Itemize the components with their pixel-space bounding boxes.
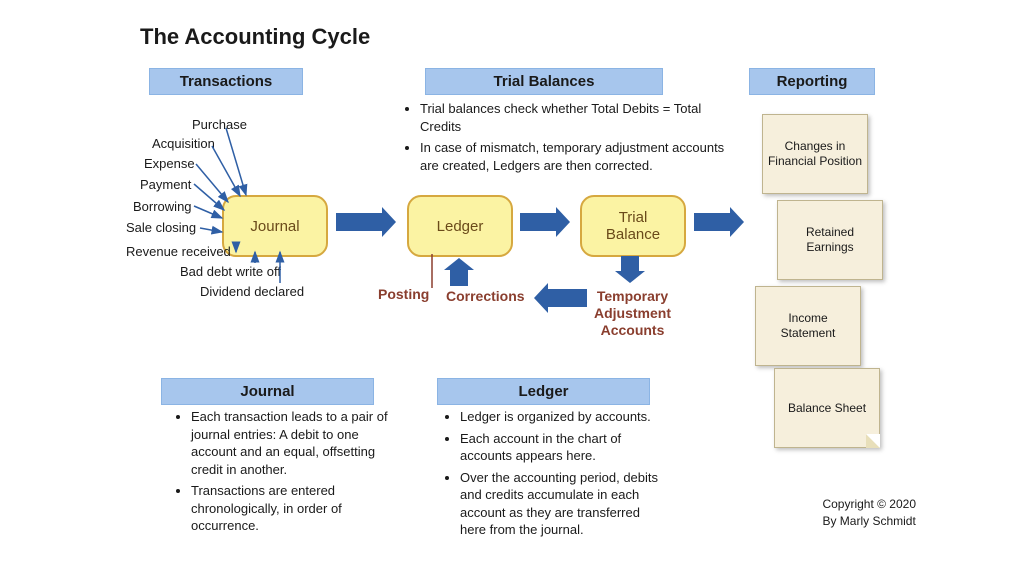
process-trial-balance: Trial Balance [580, 195, 686, 257]
transaction-label: Dividend declared [200, 284, 304, 299]
header-reporting: Reporting [749, 68, 875, 95]
report-card: Retained Earnings [777, 200, 883, 280]
report-card: Balance Sheet [774, 368, 880, 448]
label-corrections: Corrections [446, 288, 525, 305]
copyright: Copyright © 2020 By Marly Schmidt [822, 496, 916, 530]
label-temp-adj: Temporary Adjustment Accounts [594, 288, 671, 338]
corrections-up [444, 258, 474, 286]
transaction-label: Purchase [192, 117, 247, 132]
transaction-label: Sale closing [126, 220, 196, 235]
header-trial-balances: Trial Balances [425, 68, 663, 95]
transaction-label: Bad debt write off [180, 264, 281, 279]
transaction-label: Borrowing [133, 199, 192, 214]
trial-balance-notes: Trial balances check whether Total Debit… [400, 100, 730, 178]
transaction-label: Payment [140, 177, 191, 192]
report-card: Changes in Financial Position [762, 114, 868, 194]
trial-to-reporting [694, 207, 744, 237]
journal-to-ledger [336, 207, 396, 237]
label-posting: Posting [378, 286, 429, 303]
bullet-item: Transactions are entered chronologically… [191, 482, 401, 535]
page-title: The Accounting Cycle [140, 24, 370, 50]
transaction-arrow [226, 128, 246, 195]
trial-down [615, 256, 645, 283]
process-journal: Journal [222, 195, 328, 257]
bullet-item: In case of mismatch, temporary adjustmen… [420, 139, 730, 174]
bullet-item: Each transaction leads to a pair of jour… [191, 408, 401, 478]
header-journal: Journal [161, 378, 374, 405]
transaction-label: Expense [144, 156, 195, 171]
copyright-line1: Copyright © 2020 [822, 497, 916, 511]
journal-notes: Each transaction leads to a pair of jour… [171, 408, 401, 539]
transaction-arrow [196, 164, 228, 202]
header-ledger: Ledger [437, 378, 650, 405]
bullet-item: Over the accounting period, debits and c… [460, 469, 665, 539]
ledger-notes: Ledger is organized by accounts. Each acc… [440, 408, 665, 543]
copyright-line2: By Marly Schmidt [822, 514, 915, 528]
transaction-arrow [200, 228, 222, 232]
bullet-item: Each account in the chart of accounts ap… [460, 430, 665, 465]
process-ledger: Ledger [407, 195, 513, 257]
transaction-arrow [212, 146, 240, 196]
transaction-label: Revenue received [126, 244, 231, 259]
report-card: Income Statement [755, 286, 861, 366]
bullet-item: Trial balances check whether Total Debit… [420, 100, 730, 135]
header-transactions: Transactions [149, 68, 303, 95]
ledger-to-trial [520, 207, 570, 237]
process-trial-balance-label: Trial Balance [606, 209, 660, 243]
transaction-arrow [194, 206, 222, 218]
temp-to-corrections [534, 283, 587, 313]
bullet-item: Ledger is organized by accounts. [460, 408, 665, 426]
label-temp-adj-text: Temporary Adjustment Accounts [594, 288, 671, 338]
transaction-label: Acquisition [152, 136, 215, 151]
transaction-arrow [194, 184, 224, 210]
